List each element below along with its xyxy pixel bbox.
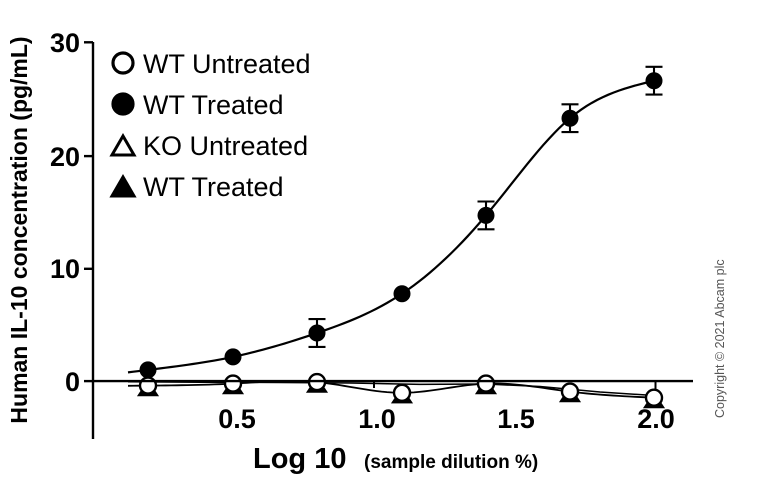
svg-text:WT Treated: WT Treated — [143, 172, 284, 202]
svg-text:2.0: 2.0 — [637, 404, 675, 434]
svg-text:1.5: 1.5 — [497, 404, 535, 434]
svg-text:Log 10: Log 10 — [253, 443, 346, 475]
svg-text:0.5: 0.5 — [218, 404, 256, 434]
svg-text:30: 30 — [50, 28, 80, 58]
svg-text:Copyright © 2021 Abcam plc: Copyright © 2021 Abcam plc — [713, 259, 727, 418]
svg-text:0: 0 — [65, 367, 80, 397]
svg-text:WT Treated: WT Treated — [143, 90, 284, 120]
svg-text:(sample dilution %): (sample dilution %) — [364, 452, 538, 473]
svg-text:10: 10 — [50, 254, 80, 284]
svg-text:KO Untreated: KO Untreated — [143, 131, 308, 161]
svg-text:WT Untreated: WT Untreated — [143, 49, 311, 79]
svg-text:Human IL-10 concentration (pg/: Human IL-10 concentration (pg/mL) — [6, 36, 32, 423]
svg-text:1.0: 1.0 — [358, 404, 396, 434]
svg-text:20: 20 — [50, 142, 80, 172]
